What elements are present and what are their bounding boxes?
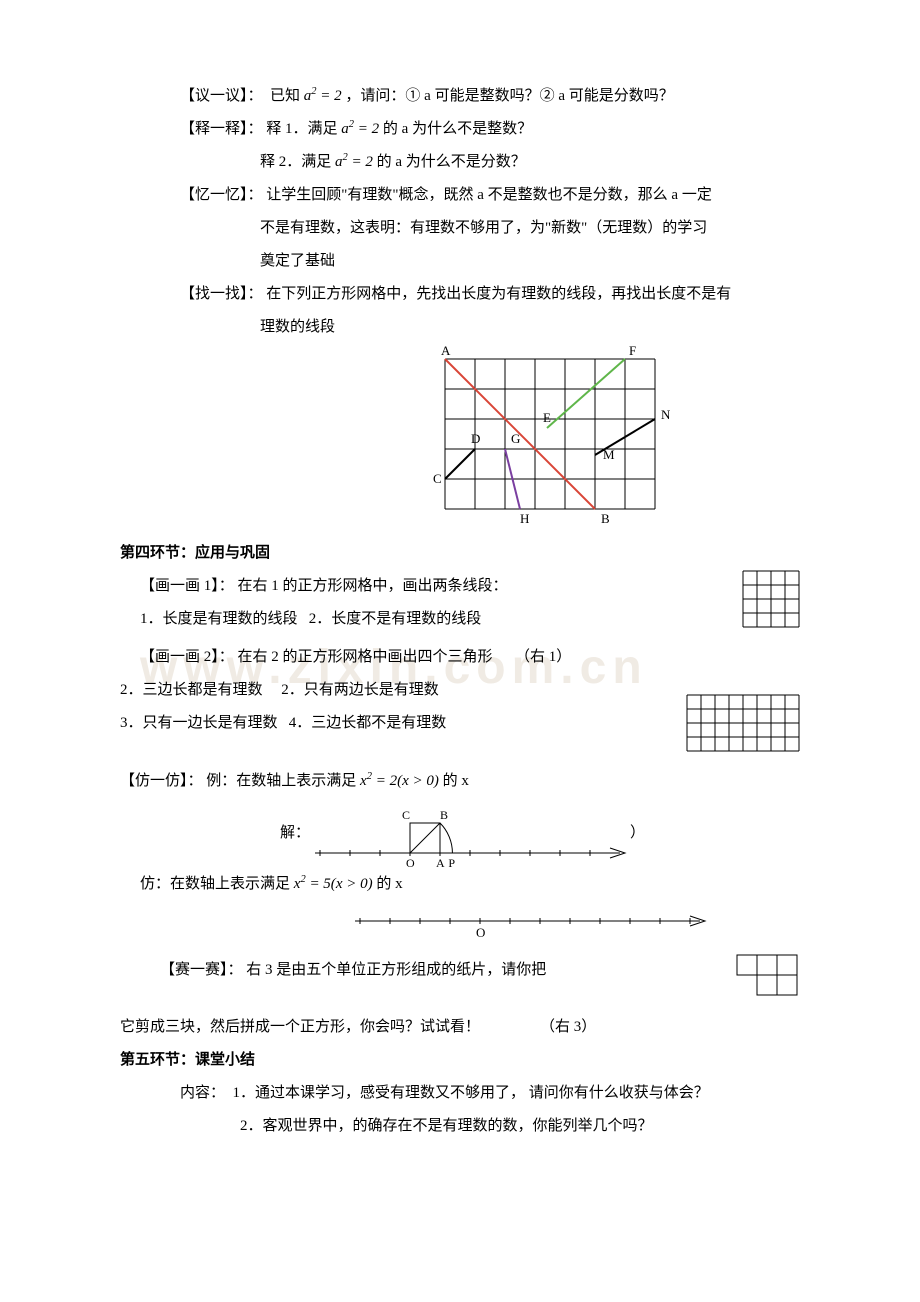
small-grid2-container bbox=[686, 674, 800, 765]
hua1-item2: 2．长度不是有理数的线段 bbox=[309, 611, 482, 627]
sai-rightlabel: （右 3） bbox=[540, 1019, 596, 1035]
svg-text:B: B bbox=[440, 808, 448, 822]
fang-label: 【仿一仿】： bbox=[120, 773, 203, 789]
fang2-line: 仿：在数轴上表示满足 x2 = 5(x > 0) 的 x bbox=[120, 868, 800, 901]
numberline1-row: 解： O AP B C ） bbox=[120, 798, 800, 868]
shiyi1-suffix: 的 a 为什么不是整数？ bbox=[383, 121, 532, 137]
yiyi2-line1: 【忆一忆】： 让学生回顾"有理数"概念，既然 a 不是整数也不是分数，那么 a … bbox=[120, 179, 800, 212]
fang-prefix: 例：在数轴上表示满足 bbox=[206, 773, 356, 789]
yiyi2-line3: 奠定了基础 bbox=[120, 245, 800, 278]
zhaozhao-line1: 【找一找】： 在下列正方形网格中，先找出长度为有理数的线段，再找出长度不是有 bbox=[120, 278, 800, 311]
shiyi2-suffix: 的 a 为什么不是分数？ bbox=[377, 154, 526, 170]
sec5-title: 第五环节：课堂小结 bbox=[120, 1044, 800, 1077]
fang-suffix: 的 x bbox=[443, 773, 469, 789]
hua2-items-row: 2．三边长都是有理数 2．只有两边长是有理数 3．只有一边长是有理数 4．三边长… bbox=[120, 674, 800, 765]
svg-text:A: A bbox=[441, 344, 451, 358]
yiyi-text2: ，请问：① a 可能是整数吗？② a 可能是分数吗？ bbox=[345, 88, 673, 104]
svg-text:G: G bbox=[511, 431, 520, 446]
hua2-label: 【画一画 2】： bbox=[140, 649, 234, 665]
sai-line2: 它剪成三块，然后拼成一个正方形，你会吗？试试看！ （右 3） bbox=[120, 1011, 800, 1044]
small-grid2 bbox=[686, 694, 800, 752]
yiyi2-label: 【忆一忆】： bbox=[180, 187, 263, 203]
small-grid1-container bbox=[742, 570, 800, 641]
shiyi2-formula: a2 = 2 bbox=[335, 154, 373, 170]
hua1-text: 在右 1 的正方形网格中，画出两条线段： bbox=[238, 578, 508, 594]
pentomino-container bbox=[736, 954, 800, 1011]
numberline2-container: O bbox=[120, 901, 800, 954]
svg-text:N: N bbox=[661, 407, 670, 422]
summary-item1: 1．通过本课学习，感受有理数又不够用了， 请问你有什么收获与体会？ bbox=[233, 1085, 709, 1101]
summary-line2: 2．客观世界中，的确存在不是有理数的数，你能列举几个吗？ bbox=[120, 1110, 800, 1143]
hua2-r1a: 2．三边长都是有理数 bbox=[120, 682, 263, 698]
yiyi-text1: 已知 bbox=[270, 88, 300, 104]
hua2-r2b: 4．三边长都不是有理数 bbox=[289, 715, 447, 731]
svg-text:C: C bbox=[433, 471, 442, 486]
sai-line1: 【赛一赛】： 右 3 是由五个单位正方形组成的纸片，请你把 bbox=[120, 954, 736, 987]
grid-diagram-container: A F E N D G M C H B bbox=[120, 344, 800, 537]
hua2-r1b: 2．只有两边长是有理数 bbox=[281, 682, 439, 698]
yiyi2-text1: 让学生回顾"有理数"概念，既然 a 不是整数也不是分数，那么 a 一定 bbox=[266, 187, 712, 203]
jie-label: 解： bbox=[120, 817, 310, 850]
shiyi1-formula: a2 = 2 bbox=[341, 121, 379, 137]
sai-label: 【赛一赛】： bbox=[160, 962, 243, 978]
numberline1: O AP B C bbox=[310, 798, 630, 868]
summary-prefix: 内容： bbox=[180, 1085, 225, 1101]
svg-text:E: E bbox=[543, 410, 551, 425]
hua1-row: 【画一画 1】： 在右 1 的正方形网格中，画出两条线段： 1．长度是有理数的线… bbox=[120, 570, 800, 641]
shiyi1-prefix: 释 1．满足 bbox=[266, 121, 337, 137]
yiyi2-line2: 不是有理数，这表明：有理数不够用了，为"新数"（无理数）的学习 bbox=[120, 212, 800, 245]
numberline2: O bbox=[350, 901, 710, 941]
sai-text1: 右 3 是由五个单位正方形组成的纸片，请你把 bbox=[246, 962, 546, 978]
svg-text:H: H bbox=[520, 511, 529, 524]
summary-line1: 内容： 1．通过本课学习，感受有理数又不够用了， 请问你有什么收获与体会？ bbox=[120, 1077, 800, 1110]
fang-line: 【仿一仿】： 例：在数轴上表示满足 x2 = 2(x > 0) 的 x bbox=[120, 765, 800, 798]
zhaozhao-label: 【找一找】： bbox=[180, 286, 263, 302]
yiyi-formula: a2 = 2 bbox=[304, 88, 342, 104]
svg-text:P: P bbox=[448, 856, 455, 868]
fang-paren: ） bbox=[630, 817, 645, 850]
fang2-suffix: 的 x bbox=[376, 876, 402, 892]
zhaozhao-text1: 在下列正方形网格中，先找出长度为有理数的线段，再找出长度不是有 bbox=[266, 286, 731, 302]
fang2-prefix: 仿：在数轴上表示满足 bbox=[140, 876, 290, 892]
svg-text:F: F bbox=[629, 344, 636, 358]
shiyi-label: 【释一释】： bbox=[180, 121, 263, 137]
hua1-items: 1．长度是有理数的线段 2．长度不是有理数的线段 bbox=[120, 603, 742, 636]
svg-text:O: O bbox=[406, 856, 415, 868]
svg-text:O: O bbox=[476, 925, 485, 940]
hua2-line: 【画一画 2】： 在右 2 的正方形网格中画出四个三角形 （右 1） bbox=[120, 641, 800, 674]
sec4-title: 第四环节：应用与巩固 bbox=[120, 537, 800, 570]
hua2-row1: 2．三边长都是有理数 2．只有两边长是有理数 bbox=[120, 674, 686, 707]
hua1-line: 【画一画 1】： 在右 1 的正方形网格中，画出两条线段： bbox=[120, 570, 742, 603]
svg-text:A: A bbox=[436, 856, 445, 868]
fang-formula: x2 = 2(x > 0) bbox=[360, 773, 439, 789]
sai-row: 【赛一赛】： 右 3 是由五个单位正方形组成的纸片，请你把 bbox=[120, 954, 800, 1011]
document-body: 【议一议】： 已知 a2 = 2 ，请问：① a 可能是整数吗？② a 可能是分… bbox=[120, 80, 800, 1143]
sai-text2: 它剪成三块，然后拼成一个正方形，你会吗？试试看！ bbox=[120, 1019, 480, 1035]
shiyi-line2: 释 2．满足 a2 = 2 的 a 为什么不是分数？ bbox=[120, 146, 800, 179]
svg-text:B: B bbox=[601, 511, 610, 524]
shiyi-line1: 【释一释】： 释 1．满足 a2 = 2 的 a 为什么不是整数？ bbox=[120, 113, 800, 146]
svg-text:C: C bbox=[402, 808, 410, 822]
yiyi-block: 【议一议】： 已知 a2 = 2 ，请问：① a 可能是整数吗？② a 可能是分… bbox=[120, 80, 800, 113]
svg-text:D: D bbox=[471, 431, 480, 446]
hua2-text: 在右 2 的正方形网格中画出四个三角形 bbox=[238, 649, 493, 665]
hua2-row2: 3．只有一边长是有理数 4．三边长都不是有理数 bbox=[120, 707, 686, 740]
svg-text:M: M bbox=[603, 447, 615, 462]
fang2-formula: x2 = 5(x > 0) bbox=[294, 876, 373, 892]
grid-diagram: A F E N D G M C H B bbox=[430, 344, 670, 524]
pentomino bbox=[736, 954, 800, 998]
zhaozhao-line2: 理数的线段 bbox=[120, 311, 800, 344]
yiyi-label: 【议一议】： bbox=[180, 88, 263, 104]
hua1-item1: 1．长度是有理数的线段 bbox=[140, 611, 298, 627]
small-grid1 bbox=[742, 570, 800, 628]
hua2-r2a: 3．只有一边长是有理数 bbox=[120, 715, 278, 731]
hua1-label: 【画一画 1】： bbox=[140, 578, 234, 594]
hua2-rightlabel: （右 1） bbox=[515, 649, 571, 665]
shiyi2-prefix: 释 2．满足 bbox=[260, 154, 331, 170]
